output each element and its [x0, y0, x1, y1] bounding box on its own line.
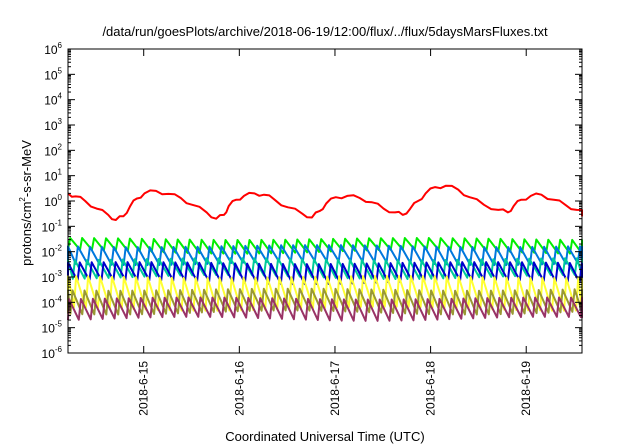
y-tick-label-base: 10	[44, 94, 58, 108]
y-tick-label: 103	[44, 117, 62, 133]
series-line	[67, 261, 583, 286]
x-tick-label: 2018-6-15	[137, 361, 151, 416]
y-tick-label-base: 10	[44, 43, 58, 57]
y-tick-label-base: 10	[44, 195, 58, 209]
y-tick-label: 10-3	[42, 269, 63, 285]
y-tick-label-base: 10	[42, 246, 56, 260]
y-axis-title-suffix: -s-sr-MeV	[19, 140, 34, 197]
x-tick-label: 2018-6-18	[424, 361, 438, 416]
y-tick-label-exp: -1	[55, 218, 63, 227]
y-tick-label-exp: 4	[58, 92, 63, 101]
y-tick-label-exp: -6	[55, 345, 63, 354]
y-tick-label-exp: 6	[58, 41, 63, 50]
y-tick-label-exp: 3	[58, 117, 63, 126]
y-axis-title: protons/cm2-s-sr-MeV	[18, 140, 34, 266]
y-tick-label-exp: -2	[55, 244, 63, 253]
y-tick-label: 104	[44, 92, 62, 108]
series-line	[67, 184, 583, 221]
y-tick-label: 105	[44, 66, 62, 82]
y-tick-label: 106	[44, 41, 62, 57]
y-tick-label-base: 10	[42, 296, 56, 310]
y-tick-label: 10-1	[42, 218, 63, 234]
series-line	[67, 296, 583, 322]
y-axis-title-sup: 2	[18, 197, 27, 202]
x-axis-title: Coordinated Universal Time (UTC)	[225, 429, 424, 444]
chart-title: /data/run/goesPlots/archive/2018-06-19/1…	[102, 24, 548, 39]
y-tick-label: 10-5	[42, 320, 63, 336]
series-line	[67, 237, 583, 255]
y-tick-label-exp: -3	[55, 269, 63, 278]
series-layer	[67, 184, 583, 322]
x-tick-label: 2018-6-17	[328, 361, 342, 416]
y-tick-label: 10-2	[42, 244, 63, 260]
y-tick-label-base: 10	[44, 144, 58, 158]
y-tick-label: 10-4	[42, 294, 63, 310]
axes-layer: 10610510410310210110010-110-210-310-410-…	[42, 41, 583, 416]
y-tick-label-base: 10	[42, 322, 56, 336]
y-tick-label: 100	[44, 193, 62, 209]
y-tick-label-base: 10	[42, 271, 56, 285]
y-tick-label: 101	[44, 168, 62, 184]
y-tick-label-exp: 2	[58, 142, 63, 151]
series-line	[67, 287, 583, 316]
y-tick-label: 10-6	[42, 345, 63, 361]
y-tick-label-exp: 5	[58, 66, 63, 75]
y-axis-title-prefix: protons/cm	[19, 202, 34, 266]
y-tick-label-base: 10	[42, 220, 56, 234]
y-tick-label-exp: -4	[55, 294, 63, 303]
x-tick-label: 2018-6-19	[519, 361, 533, 416]
y-tick-label-base: 10	[44, 170, 58, 184]
y-tick-label-base: 10	[44, 119, 58, 133]
y-tick-label-exp: 1	[58, 168, 63, 177]
y-tick-label-exp: 0	[58, 193, 63, 202]
x-tick-label: 2018-6-16	[232, 361, 246, 416]
y-tick-label-base: 10	[44, 68, 58, 82]
y-tick-label-base: 10	[42, 347, 56, 361]
y-tick-label: 102	[44, 142, 62, 158]
y-tick-label-exp: -5	[55, 320, 63, 329]
